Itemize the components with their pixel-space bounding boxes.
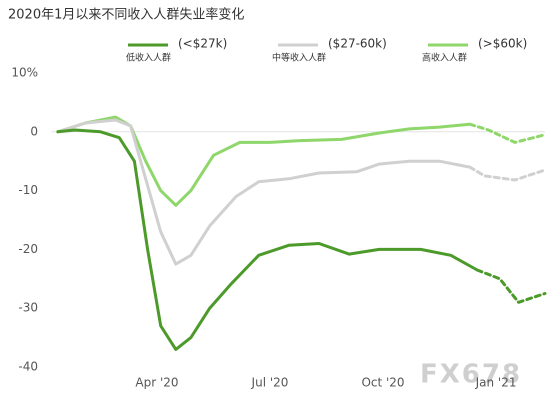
series-line-projected [468,165,547,182]
legend-range: ($27-60k) [328,37,387,51]
series-line [56,118,472,266]
series-line-projected [468,122,547,144]
x-tick-label: Jan '21 [475,376,517,390]
legend-label: 中等收入人群 [272,52,326,64]
y-tick-label: 10% [11,66,38,80]
y-tick-label: -40 [18,360,38,374]
y-tick-label: -20 [18,242,38,256]
legend-range: (<$27k) [178,37,227,51]
x-tick-label: Jul '20 [251,376,289,390]
watermark: FX678 [420,360,522,390]
y-tick-label: -10 [18,183,38,197]
legend-range: (>$60k) [478,37,527,51]
y-tick-label: -30 [18,301,38,315]
x-tick-label: Oct '20 [361,376,404,390]
x-tick-label: Apr '20 [135,376,178,390]
legend-label: 高收入人群 [422,52,467,64]
series-line [56,128,479,351]
series-line-projected [475,268,547,304]
y-tick-label: 0 [30,124,38,138]
chart-title: 2020年1月以来不同收入人群失业率变化 [8,7,244,23]
legend-label: 低收入人群 [126,52,171,64]
